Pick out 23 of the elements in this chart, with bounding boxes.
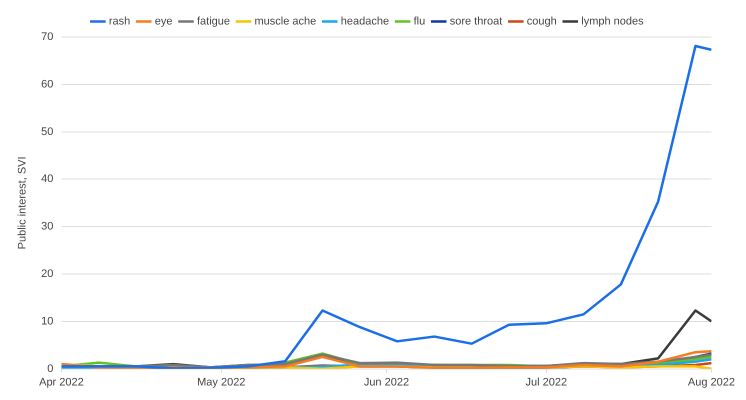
y-tick-label: 60 <box>41 78 54 90</box>
legend-label: eye <box>154 16 173 28</box>
x-tick-label: May 2022 <box>197 376 246 388</box>
legend-label: fatigue <box>196 16 230 28</box>
y-tick-label: 50 <box>41 126 54 138</box>
legend-label: headache <box>340 16 390 28</box>
y-tick-label: 0 <box>47 362 54 375</box>
legend-label: lymph nodes <box>581 16 644 28</box>
x-tick-label: Jul 2022 <box>525 376 568 388</box>
x-tick-label: Apr 2022 <box>39 376 84 388</box>
y-axis-title: Public interest, SVI <box>16 156 29 250</box>
y-tick-label: 70 <box>41 31 54 44</box>
x-tick-label: Jun 2022 <box>364 376 410 388</box>
y-tick-label: 40 <box>41 173 54 186</box>
y-tick-label: 20 <box>41 268 54 280</box>
legend-label: muscle ache <box>254 16 316 28</box>
legend-label: flu <box>414 16 426 28</box>
legend-label: rash <box>108 16 130 28</box>
y-tick-label: 30 <box>41 220 54 233</box>
x-tick-label: Aug 2022 <box>688 376 736 388</box>
legend-label: sore throat <box>450 16 502 28</box>
y-tick-label: 10 <box>41 315 54 328</box>
legend-label: cough <box>526 16 557 28</box>
